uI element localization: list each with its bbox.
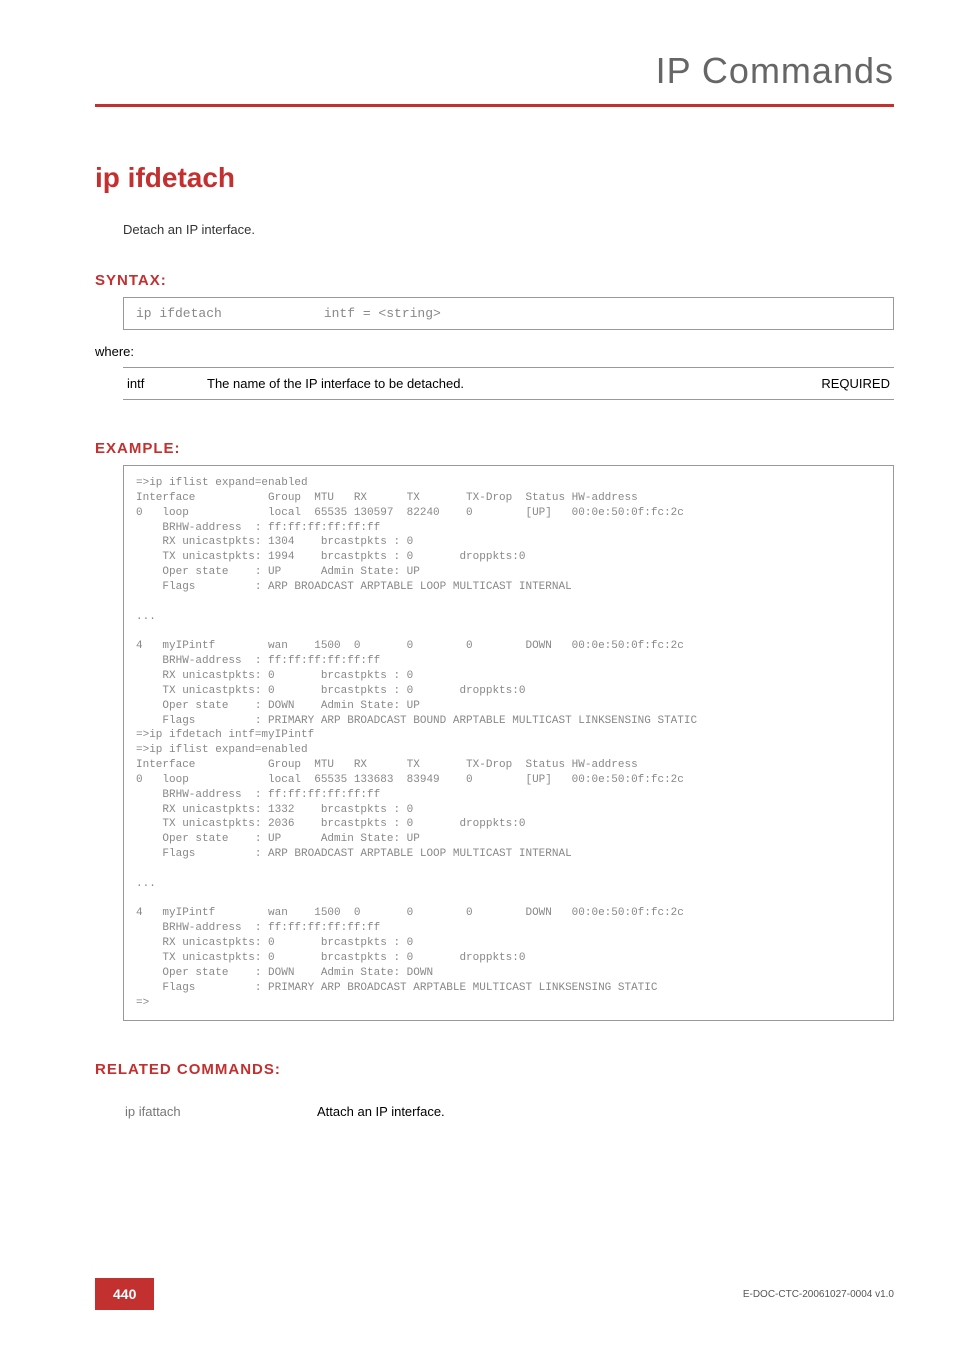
where-label: where: [95,344,894,359]
page-footer: 440 E-DOC-CTC-20061027-0004 v1.0 [95,1278,894,1310]
syntax-box: ip ifdetach intf = <string> [123,297,894,330]
related-command-name: ip ifattach [125,1100,315,1123]
related-commands-table: ip ifattach Attach an IP interface. [123,1098,447,1125]
document-id: E-DOC-CTC-20061027-0004 v1.0 [743,1289,894,1300]
header-divider [95,104,894,107]
related-heading: RELATED COMMANDS: [95,1061,894,1078]
example-output: =>ip iflist expand=enabled Interface Gro… [123,465,894,1021]
table-row: intf The name of the IP interface to be … [123,368,894,400]
command-name-heading: ip ifdetach [95,162,894,194]
param-description: The name of the IP interface to be detac… [203,368,804,400]
command-description: Detach an IP interface. [123,222,894,237]
syntax-args: intf = <string> [324,306,441,321]
syntax-heading: SYNTAX: [95,272,894,289]
page-header-title: IP Commands [95,50,894,104]
param-required: REQUIRED [804,368,894,400]
page-number-badge: 440 [95,1278,154,1310]
related-command-description: Attach an IP interface. [317,1100,445,1123]
parameters-table: intf The name of the IP interface to be … [123,367,894,400]
example-heading: EXAMPLE: [95,440,894,457]
table-row: ip ifattach Attach an IP interface. [125,1100,445,1123]
syntax-command: ip ifdetach [136,306,316,321]
param-name: intf [123,368,203,400]
